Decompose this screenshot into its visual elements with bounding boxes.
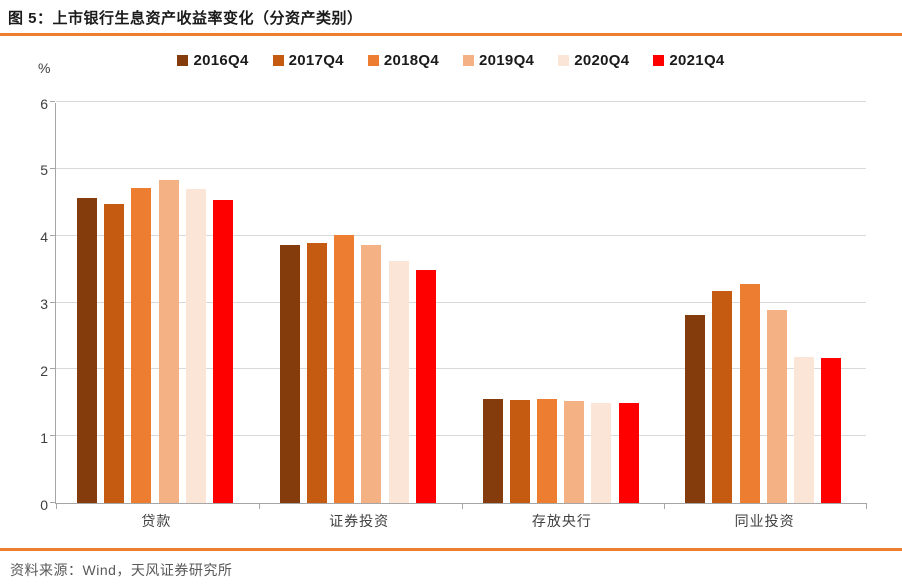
legend-swatch-icon <box>272 54 284 66</box>
y-axis-tick <box>50 435 55 437</box>
x-category-label-1: 贷款 <box>141 513 172 529</box>
legend-swatch-icon <box>653 54 665 66</box>
bar-2016Q4-同业投资 <box>685 315 706 503</box>
bar-2016Q4-存放央行 <box>482 399 503 503</box>
plot-area <box>50 101 867 509</box>
bar-2019Q4-同业投资 <box>766 309 787 503</box>
gridline-y-3 <box>56 301 866 303</box>
gridline-y-2 <box>56 368 866 370</box>
bar-2020Q4-存放央行 <box>591 402 612 503</box>
bar-2019Q4-贷款 <box>158 179 179 503</box>
bar-2021Q4-贷款 <box>213 199 233 503</box>
bar-2021Q4-证券投资 <box>415 270 436 503</box>
bar-2021Q4-存放央行 <box>618 402 639 503</box>
source-note: 资料来源：Wind，天风证券研究所 <box>10 562 233 578</box>
legend-item-2016Q4: 2016Q4 <box>177 52 248 69</box>
bar-2020Q4-贷款 <box>185 188 206 503</box>
chart-legend: 2016Q4 2017Q4 2018Q4 2019Q4 2020Q4 2021Q4 <box>0 50 902 70</box>
legend-label: 2021Q4 <box>669 51 725 69</box>
title-divider <box>0 33 902 36</box>
legend-swatch-icon <box>558 54 570 66</box>
y-axis-tick <box>50 101 55 102</box>
x-axis-tick <box>258 503 260 509</box>
y-axis-tick <box>50 301 55 303</box>
gridline-y-5 <box>56 167 866 169</box>
legend-label: 2020Q4 <box>574 51 630 69</box>
bar-2018Q4-证券投资 <box>334 235 355 503</box>
legend-item-2020Q4: 2020Q4 <box>558 52 629 69</box>
x-category-label-2: 证券投资 <box>329 513 390 529</box>
y-axis-tick <box>50 234 55 236</box>
legend-label: 2016Q4 <box>193 51 249 69</box>
y-axis-tick <box>50 167 55 169</box>
bar-group-4 <box>664 103 867 503</box>
x-axis-labels: 贷款 证券投资 存放央行 同业投资 <box>55 511 866 531</box>
gridline-y-6 <box>56 101 866 102</box>
gridline-y-4 <box>56 234 866 236</box>
legend-swatch-icon <box>367 54 379 66</box>
bar-2017Q4-存放央行 <box>509 400 530 503</box>
x-category-label-3: 存放央行 <box>531 513 592 529</box>
x-axis-tick <box>461 503 463 509</box>
bar-group-3 <box>462 103 665 503</box>
legend-item-2019Q4: 2019Q4 <box>463 52 534 69</box>
legend-swatch-icon <box>463 54 474 66</box>
bar-2021Q4-同业投资 <box>821 357 842 503</box>
legend-label: 2017Q4 <box>288 51 344 69</box>
y-axis-unit-label: % <box>38 60 51 76</box>
bar-group-2 <box>259 103 462 503</box>
bar-2018Q4-存放央行 <box>536 398 557 503</box>
bar-2016Q4-贷款 <box>77 198 97 503</box>
x-category-label-4: 同业投资 <box>734 513 795 529</box>
gridline-y-1 <box>56 435 866 437</box>
legend-swatch-icon <box>177 54 189 66</box>
x-axis-tick <box>56 503 57 509</box>
y-tick-label-2: 2 <box>40 362 48 379</box>
y-tick-label-6: 6 <box>40 95 48 112</box>
bar-2017Q4-证券投资 <box>306 243 327 503</box>
bar-2018Q4-贷款 <box>131 187 152 503</box>
legend-item-2018Q4: 2018Q4 <box>367 51 439 69</box>
legend-item-2017Q4: 2017Q4 <box>272 51 344 69</box>
y-tick-label-5: 5 <box>40 162 48 179</box>
figure-title: 图 5：上市银行生息资产收益率变化（分资产类别） <box>8 10 363 27</box>
bar-group-1 <box>56 103 259 503</box>
bar-2019Q4-存放央行 <box>564 400 585 503</box>
bar-2019Q4-证券投资 <box>361 245 382 503</box>
legend-item-2021Q4: 2021Q4 <box>653 52 724 69</box>
bar-2018Q4-同业投资 <box>739 283 760 503</box>
y-tick-label-0: 0 <box>40 496 48 513</box>
legend-label: 2019Q4 <box>479 51 535 69</box>
bar-2016Q4-证券投资 <box>279 245 300 503</box>
legend-label: 2018Q4 <box>383 51 439 69</box>
y-axis-tick <box>50 502 55 503</box>
bar-2020Q4-同业投资 <box>794 356 815 503</box>
x-axis-tick <box>866 503 867 509</box>
y-tick-label-4: 4 <box>40 229 48 246</box>
y-tick-label-1: 1 <box>40 429 48 446</box>
y-tick-label-3: 3 <box>40 296 48 312</box>
y-axis-tick <box>50 368 55 370</box>
x-axis-tick <box>664 503 666 509</box>
bar-2017Q4-同业投资 <box>712 291 733 503</box>
bar-2020Q4-证券投资 <box>388 261 409 503</box>
bottom-divider <box>0 548 902 551</box>
y-axis-labels: 0 1 2 3 4 5 6 <box>0 96 48 513</box>
bar-2017Q4-贷款 <box>104 204 125 503</box>
